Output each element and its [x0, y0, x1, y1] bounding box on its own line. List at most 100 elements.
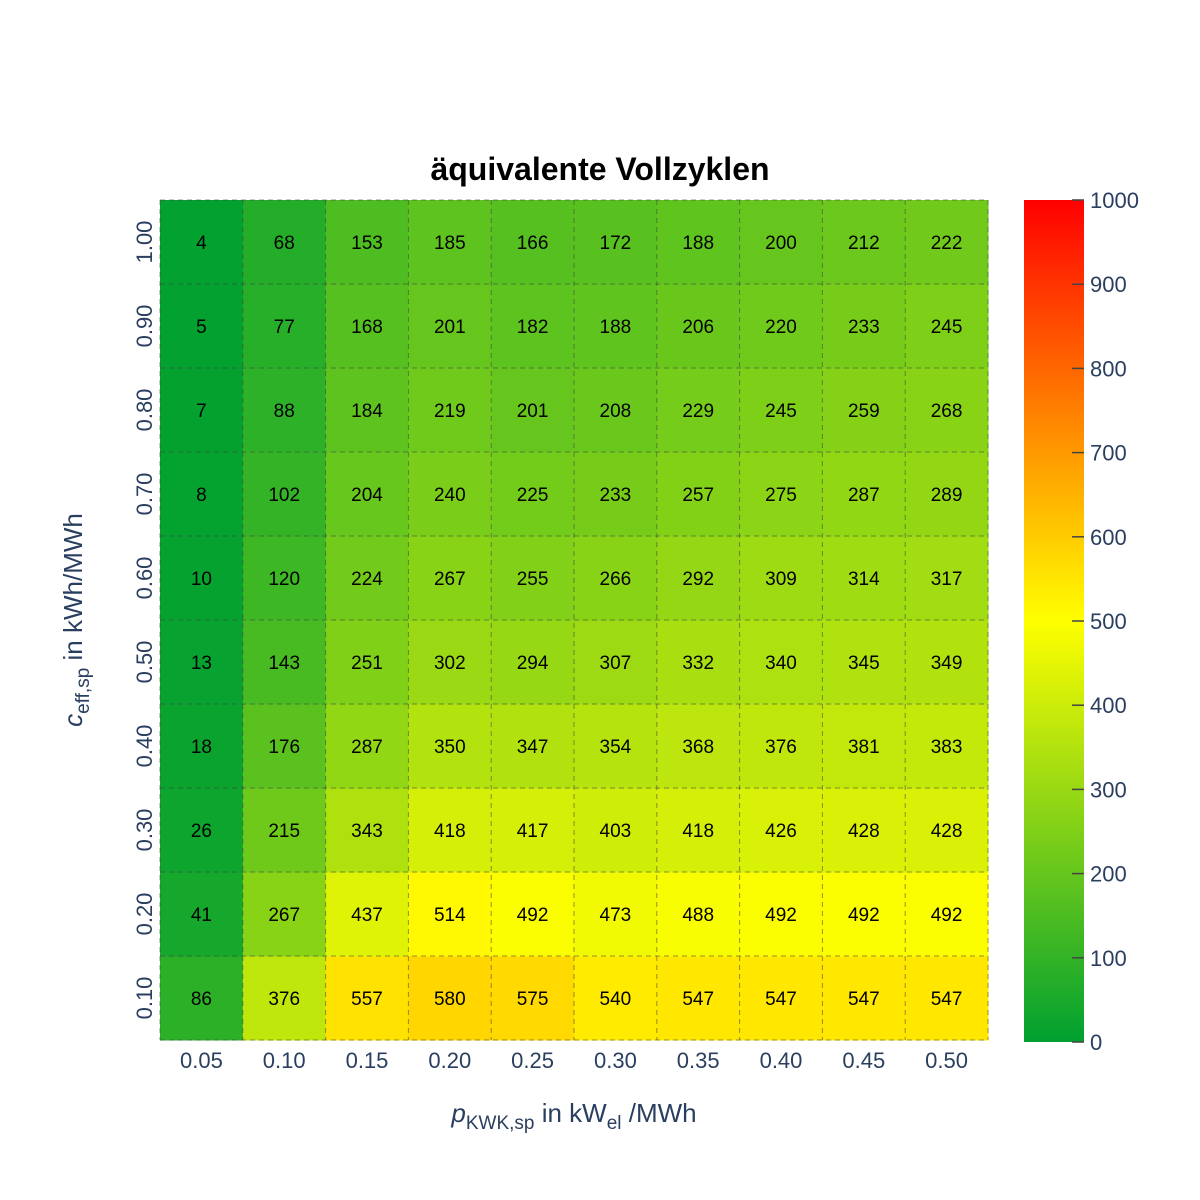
- heatmap-cell: [325, 788, 409, 873]
- heatmap-cell: [822, 452, 906, 537]
- colorbar-tick-label: 1000: [1090, 188, 1139, 213]
- cell-value-label: 88: [274, 401, 295, 422]
- heatmap-cell: [408, 368, 492, 453]
- cell-value-label: 168: [351, 317, 383, 338]
- cell-value-label: 376: [268, 989, 300, 1010]
- colorbar-tick-label: 0: [1090, 1030, 1102, 1055]
- heatmap-cell: [242, 200, 327, 285]
- heatmap-cell: [822, 200, 906, 285]
- heatmap-cell: [739, 368, 823, 453]
- cell-value-label: 185: [434, 233, 466, 254]
- heatmap-cell: [242, 452, 327, 537]
- cell-value-label: 267: [268, 905, 300, 926]
- x-tick-label: 0.45: [842, 1048, 885, 1073]
- heatmap-cell: [574, 788, 658, 873]
- colorbar-tick-label: 400: [1090, 693, 1127, 718]
- y-tick-label: 0.70: [132, 473, 157, 516]
- cell-value-label: 349: [931, 653, 963, 674]
- cell-value-label: 166: [517, 233, 549, 254]
- heatmap-cell: [491, 368, 575, 453]
- cell-value-label: 547: [682, 989, 714, 1010]
- colorbar-tick-label: 300: [1090, 777, 1127, 802]
- x-tick-label: 0.25: [511, 1048, 554, 1073]
- colorbar: 0 100 200 300 400 500 600 700 800 900 1000: [1024, 188, 1139, 1055]
- heatmap-cell: [739, 452, 823, 537]
- heatmap-cell: [656, 368, 741, 453]
- heatmap-cell: [325, 704, 409, 789]
- colorbar-tick-label: 600: [1090, 525, 1127, 550]
- heatmap-cell: [656, 704, 741, 789]
- heatmap-cell: [160, 956, 244, 1041]
- x-axis-label-tail: /MWh: [622, 1098, 697, 1128]
- x-axis-label: pKWK,sp in kWel /MWh: [450, 1098, 696, 1134]
- x-tick-label: 0.05: [180, 1048, 223, 1073]
- heatmap-cell: [242, 704, 327, 789]
- heatmap-cell: [822, 872, 906, 957]
- cell-value-label: 5: [196, 317, 207, 338]
- heatmap-cell: [160, 284, 244, 369]
- cell-value-label: 309: [765, 569, 797, 590]
- cell-value-label: 492: [848, 905, 880, 926]
- heatmap-cell: [822, 620, 906, 705]
- cell-value-label: 184: [351, 401, 383, 422]
- cell-value-label: 255: [517, 569, 549, 590]
- heatmap-cell: [408, 536, 492, 621]
- cell-value-label: 220: [765, 317, 797, 338]
- heatmap-cell: [242, 620, 327, 705]
- heatmap-cell: [325, 956, 409, 1041]
- cell-value-label: 492: [517, 905, 549, 926]
- cell-value-label: 292: [682, 569, 714, 590]
- heatmap-cell: [408, 452, 492, 537]
- cell-value-label: 376: [765, 737, 797, 758]
- cell-value-label: 492: [931, 905, 963, 926]
- cell-value-label: 206: [682, 317, 714, 338]
- cell-value-label: 368: [682, 737, 714, 758]
- heatmap-cell: [160, 872, 244, 957]
- cell-value-label: 268: [931, 401, 963, 422]
- y-tick-label: 0.50: [132, 641, 157, 684]
- heatmap-cell: [160, 536, 244, 621]
- cell-value-label: 418: [434, 821, 466, 842]
- cell-value-label: 547: [848, 989, 880, 1010]
- cell-value-label: 347: [517, 737, 549, 758]
- cell-value-label: 172: [600, 233, 632, 254]
- colorbar-tick-label: 200: [1090, 862, 1127, 887]
- cell-value-label: 153: [351, 233, 383, 254]
- cell-value-label: 257: [682, 485, 714, 506]
- heatmap-cell: [160, 788, 244, 873]
- y-tick-label: 0.90: [132, 305, 157, 348]
- y-axis-label-sub: eff,sp: [73, 668, 94, 714]
- x-axis-label-sub: KWK,sp: [466, 1113, 535, 1134]
- y-tick-label: 0.20: [132, 893, 157, 936]
- heatmap-cell: [242, 536, 327, 621]
- y-tick-label: 0.60: [132, 557, 157, 600]
- y-tick-label: 0.10: [132, 977, 157, 1020]
- x-tick-label: 0.10: [263, 1048, 306, 1073]
- heatmap-cell: [905, 368, 989, 453]
- cell-value-label: 307: [600, 653, 632, 674]
- heatmap-cell: [160, 704, 244, 789]
- heatmap-cell: [491, 704, 575, 789]
- heatmap-cell: [408, 200, 492, 285]
- cell-value-label: 204: [351, 485, 383, 506]
- cell-value-label: 354: [600, 737, 632, 758]
- colorbar-tick-label: 900: [1090, 272, 1127, 297]
- y-tick-label: 0.40: [132, 725, 157, 768]
- cell-value-label: 418: [682, 821, 714, 842]
- heatmap-cell: [325, 452, 409, 537]
- cell-value-label: 41: [191, 905, 212, 926]
- x-axis-label-var: p: [450, 1098, 465, 1128]
- y-tick-label: 0.80: [132, 389, 157, 432]
- x-tick-label: 0.15: [346, 1048, 389, 1073]
- heatmap-cell: [491, 788, 575, 873]
- cell-value-label: 18: [191, 737, 212, 758]
- cell-value-label: 345: [848, 653, 880, 674]
- heatmap-cell: [491, 620, 575, 705]
- chart-title: äquivalente Vollzyklen: [430, 151, 769, 187]
- heatmap-cell: [656, 620, 741, 705]
- cell-value-label: 8: [196, 485, 207, 506]
- heatmap-cell: [242, 368, 327, 453]
- heatmap-cell: [656, 872, 741, 957]
